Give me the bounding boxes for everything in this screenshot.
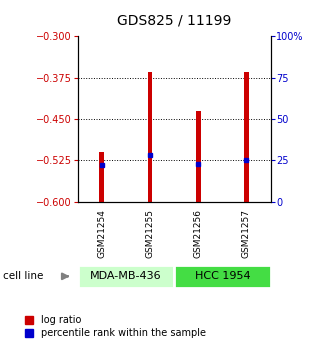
Text: HCC 1954: HCC 1954: [194, 272, 250, 281]
Bar: [148, 72, 152, 202]
Bar: [174, 265, 271, 288]
Text: GSM21257: GSM21257: [242, 209, 251, 258]
Bar: [196, 111, 201, 202]
Text: MDA-MB-436: MDA-MB-436: [90, 272, 162, 281]
Text: GDS825 / 11199: GDS825 / 11199: [117, 14, 231, 28]
Text: cell line: cell line: [3, 272, 44, 281]
Bar: [78, 265, 174, 288]
Bar: [99, 152, 104, 202]
Bar: [244, 72, 249, 202]
Legend: log ratio, percentile rank within the sample: log ratio, percentile rank within the sa…: [25, 315, 206, 338]
Text: GSM21254: GSM21254: [97, 209, 106, 258]
Text: GSM21256: GSM21256: [194, 209, 203, 258]
Text: GSM21255: GSM21255: [146, 209, 154, 258]
